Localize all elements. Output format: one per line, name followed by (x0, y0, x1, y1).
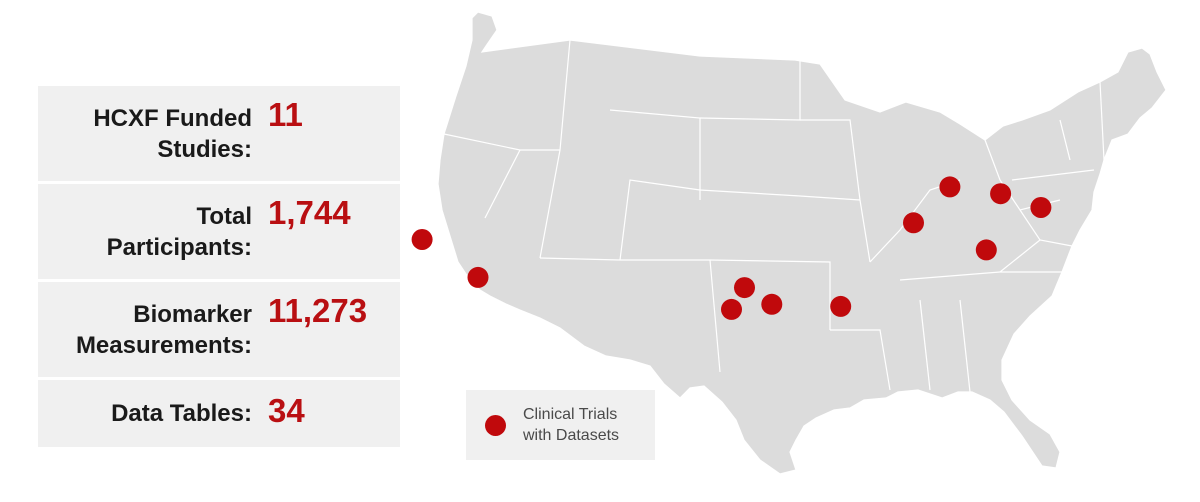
trial-markers (411, 176, 1052, 320)
legend-label-line: with Datasets (523, 427, 620, 444)
stat-label-line: Participants: (106, 233, 252, 261)
trial-marker[interactable] (467, 266, 489, 288)
trial-marker[interactable] (975, 239, 997, 261)
stat-value: 11,273 (268, 292, 368, 329)
stat-biomarker-measurements: Biomarker Measurements: 11,273 (38, 282, 400, 377)
stat-data-tables: Data Tables: 34 (38, 380, 400, 447)
us-landmass (437, 11, 1167, 475)
stats-panel: HCXF Funded Studies: 11 Total Participan… (38, 86, 400, 447)
stat-label-line: Biomarker (133, 300, 252, 328)
stat-label: Total Participants: (38, 201, 252, 263)
trial-marker[interactable] (939, 176, 961, 198)
legend-label-line: Clinical Trials (523, 406, 618, 423)
trial-marker[interactable] (761, 293, 783, 315)
trial-marker[interactable] (411, 229, 433, 250)
stat-label-line: Measurements: (75, 331, 252, 359)
trial-marker[interactable] (1030, 197, 1052, 218)
stat-value: 11 (268, 96, 303, 133)
stat-label-line: Total (196, 202, 252, 230)
trial-marker[interactable] (903, 212, 924, 234)
legend-marker-icon (485, 415, 506, 436)
stat-label-line: Studies: (157, 135, 252, 163)
map-legend: Clinical Trials with Datasets (466, 390, 655, 460)
trial-marker[interactable] (990, 183, 1012, 205)
trial-marker[interactable] (830, 295, 852, 317)
stat-label: HCXF Funded Studies: (38, 103, 252, 165)
stat-total-participants: Total Participants: 1,744 (38, 184, 400, 279)
stat-value: 34 (268, 392, 305, 429)
state-borders (443, 39, 1105, 393)
stat-label: Data Tables: (38, 398, 252, 429)
legend-label: Clinical Trials with Datasets (523, 404, 653, 446)
stat-label-line: Data Tables: (111, 400, 252, 427)
stat-label-line: HCXF Funded (93, 104, 252, 132)
stat-label: Biomarker Measurements: (38, 299, 252, 361)
stat-funded-studies: HCXF Funded Studies: 11 (38, 86, 400, 181)
trial-marker[interactable] (734, 277, 755, 299)
stat-value: 1,744 (268, 194, 351, 231)
trial-marker[interactable] (721, 298, 742, 320)
